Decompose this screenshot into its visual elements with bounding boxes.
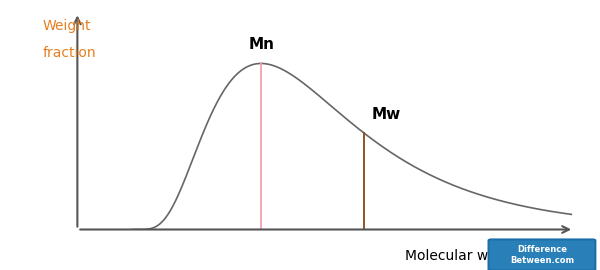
Text: Molecular weight: Molecular weight xyxy=(405,249,524,264)
FancyBboxPatch shape xyxy=(488,239,595,270)
Text: Mw: Mw xyxy=(372,107,401,122)
Text: fraction: fraction xyxy=(43,46,96,60)
Text: Weight: Weight xyxy=(43,19,91,33)
Text: Mn: Mn xyxy=(248,37,274,52)
Text: Difference
Between.com: Difference Between.com xyxy=(510,245,574,265)
